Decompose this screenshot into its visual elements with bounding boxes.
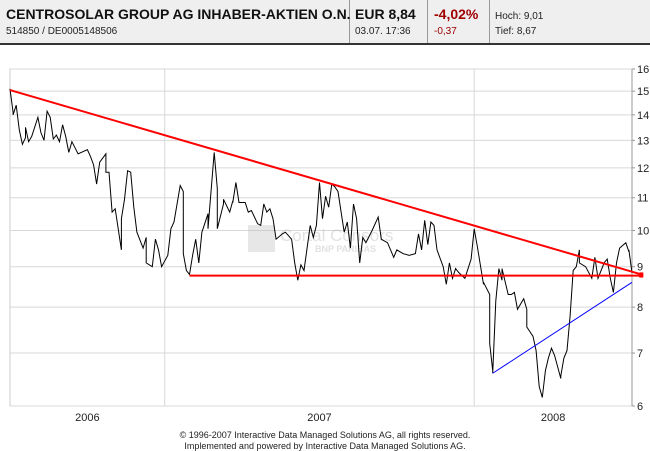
support-endpoint <box>639 273 644 278</box>
security-name: CENTROSOLAR GROUP AG INHABER-AKTIEN O.N. <box>6 6 351 22</box>
day-high: Hoch: 9,01 <box>495 11 544 22</box>
x-tick-label: 2008 <box>541 412 565 424</box>
change-percent: -4,02% <box>434 6 479 22</box>
watermark-text: Cortal Consors <box>280 226 393 245</box>
y-tick-label: 16 <box>637 64 649 76</box>
security-cell: CENTROSOLAR GROUP AG INHABER-AKTIEN O.N.… <box>0 0 351 43</box>
watermark-subtext: BNP PARIBAS <box>315 244 376 254</box>
quote-header: CENTROSOLAR GROUP AG INHABER-AKTIEN O.N.… <box>0 0 650 45</box>
day-low: Tief: 8,67 <box>495 26 537 37</box>
y-tick-label: 9 <box>637 262 643 274</box>
change-cell: -4,02% -0,37 <box>428 0 490 43</box>
axis-labels: 6 7 8 9 10 11 12 13 14 15 16 2006 2007 2008 <box>75 64 649 424</box>
y-tick-label: 7 <box>637 348 643 360</box>
y-tick-label: 14 <box>637 110 649 122</box>
y-tick-label: 11 <box>637 193 648 205</box>
powered-by-line: Implemented and powered by Interactive D… <box>184 441 466 451</box>
y-tick-label: 13 <box>637 135 649 147</box>
x-tick-label: 2007 <box>307 412 331 424</box>
y-tick-label: 12 <box>637 163 649 175</box>
watermark: Cortal Consors BNP PARIBAS <box>248 225 393 254</box>
plot-marks <box>9 88 644 398</box>
y-tick-label: 15 <box>637 86 649 98</box>
security-ids: 514850 / DE0005148506 <box>6 26 118 37</box>
price-line <box>9 88 633 398</box>
resistance-trendline <box>9 89 642 276</box>
change-absolute: -0,37 <box>434 26 457 37</box>
x-tick-label: 2006 <box>75 412 99 424</box>
price-cell: EUR 8,84 03.07. 17:36 <box>350 0 428 43</box>
y-tick-label: 10 <box>637 225 649 237</box>
copyright-line: © 1996-2007 Interactive Data Managed Sol… <box>179 430 471 440</box>
range-cell: Hoch: 9,01 Tief: 8,67 <box>490 0 650 43</box>
last-price: EUR 8,84 <box>355 6 416 22</box>
watermark-logo-icon <box>248 225 275 252</box>
y-tick-label: 6 <box>637 401 643 413</box>
quote-time: 03.07. 17:36 <box>355 26 411 37</box>
uptrend-trendline <box>492 281 633 374</box>
y-tick-label: 8 <box>637 302 643 314</box>
